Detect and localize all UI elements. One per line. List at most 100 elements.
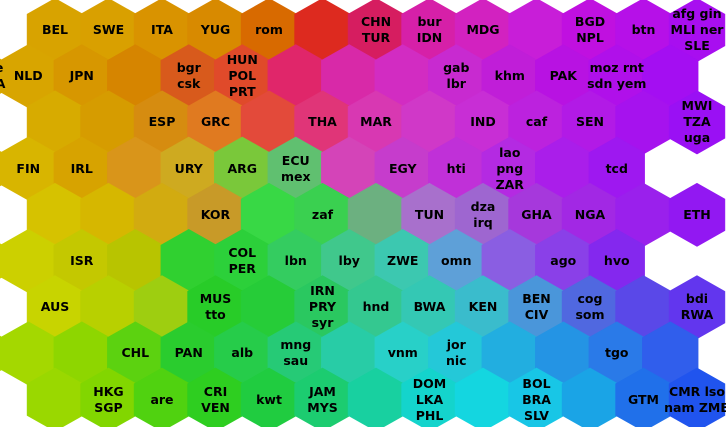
hex-label-line: HUN [226, 52, 258, 68]
hex-label: BEL [42, 22, 68, 38]
hex-label: CHN TUR [361, 14, 391, 46]
hex-label-line: ZWE [387, 253, 419, 268]
hex-cell [668, 182, 726, 247]
hex-label-line: mng [280, 337, 312, 353]
hex-label: are [150, 392, 173, 408]
hex-label: CHL [121, 345, 149, 361]
hex-label-line: URY [174, 160, 203, 176]
hex-label: JPN [70, 68, 94, 84]
hex-label-line: lao [499, 144, 521, 160]
hex-label: KOR [201, 207, 230, 223]
hex-label-line: MYS [307, 399, 338, 415]
hex-label: NLD [14, 68, 43, 84]
hex-label-line: ITA [151, 22, 173, 37]
hex-label-line: mex [280, 168, 311, 184]
hex-label-line: irq [473, 214, 493, 230]
hex-label: ETH [683, 207, 711, 223]
hex-label-line: EGY [388, 160, 417, 176]
hex-label: AUT cheDEU FRA [0, 60, 5, 92]
hex-label-line: MUS [199, 291, 232, 307]
hex-label-line: cog [577, 291, 603, 307]
hex-label-line: MDG [466, 22, 500, 37]
hex-label-line: ETH [683, 206, 711, 222]
hex-label-line: ISR [70, 253, 94, 268]
hex-label: TUN [415, 207, 444, 223]
hex-label-line: lby [338, 253, 360, 268]
hex-label: tcd [606, 161, 628, 177]
hex-label: YUG [201, 22, 230, 38]
hex-label-line: TUR [361, 30, 391, 45]
hex-label-line: jor [446, 337, 466, 353]
hex-label-line: dza [470, 198, 496, 214]
hex-label-line: KEN [468, 299, 498, 315]
hex-label: DOM LKA PHL [413, 376, 446, 424]
hex-label: bgr csk [177, 60, 201, 92]
hex-label-line: khm [494, 68, 525, 84]
hex-label-line: bgr [176, 60, 201, 76]
hex-label: BEN CIV [522, 291, 551, 323]
hex-label-line: BOL [522, 375, 551, 391]
hex-label: gab lbr [443, 60, 469, 92]
hex-label-line: SEN [575, 114, 605, 130]
hex-label: MUS tto [200, 291, 232, 323]
hex-label-line: AUS [40, 299, 70, 315]
hex-label: MAR [360, 114, 392, 130]
hex-label-line: PAN [174, 345, 203, 361]
hex-label: SWE [93, 22, 124, 38]
hex-label: bur IDN [417, 14, 443, 46]
hex-label: HUN POL PRT [227, 52, 258, 100]
hex-label-line: RWA [680, 307, 714, 323]
hex-label-line: syr [311, 315, 334, 331]
hex-label-line: CHN [360, 14, 392, 29]
hex-label: GRC [201, 114, 230, 130]
hex-label-line: MWI [681, 98, 713, 114]
hex-label-line: JAM [309, 383, 336, 399]
hex-label-line: bdi [685, 291, 709, 307]
hex-label-line: POL [228, 68, 257, 84]
hex-label-line: CMR lso [669, 383, 725, 399]
hex-label-line: LKA [415, 391, 444, 407]
hex-label-line: NPL [576, 30, 604, 45]
hex-label-line: CRI [203, 383, 228, 399]
hex-label: ISR [70, 253, 93, 269]
hex-label-line: BEN [522, 291, 551, 307]
hex-label: tgo [605, 345, 629, 361]
hex-label: AUS [41, 299, 69, 315]
hex-label-line: uga [683, 130, 711, 146]
hex-label: ARG [227, 161, 257, 177]
hex-label-line: ago [550, 253, 577, 268]
hex-label: ECU mex [281, 153, 311, 185]
hex-label: PAK [550, 68, 577, 84]
hex-label: BOL BRA SLV [522, 376, 551, 424]
hex-label-line: ESP [148, 114, 176, 130]
hex-label: bdi RWA [681, 291, 714, 323]
hex-label: JAM MYS [307, 384, 338, 416]
hex-label: KEN [469, 299, 498, 315]
hex-label: rom [255, 22, 283, 38]
hex-label-line: IRL [70, 160, 93, 176]
hex-label: NGA [575, 207, 605, 223]
hex-label: PAN [175, 345, 203, 361]
hex-label: afg gin MLI ner SLE [671, 6, 724, 54]
hex-label: FIN [16, 161, 40, 177]
hex-label-line: COL [228, 245, 257, 260]
hex-label-line: SGP [94, 399, 123, 415]
hex-label-line: PHL [415, 407, 444, 423]
hex-label: SEN [576, 114, 604, 130]
hex-label-line: sau [283, 353, 309, 369]
hex-label: moz rnt sdn yem [587, 60, 646, 92]
hex-label: btn [632, 22, 656, 38]
hex-label-line: KOR [200, 206, 231, 222]
hex-label-line: FIN [16, 160, 41, 176]
hex-label-line: png [496, 160, 524, 176]
hex-label-line: vnm [387, 345, 418, 361]
hex-label: GHA [521, 207, 551, 223]
hex-label: vnm [388, 345, 418, 361]
hex-label-line: CHL [121, 345, 150, 361]
hex-label-line: sdn yem [587, 76, 647, 92]
hex-label: cog som [575, 291, 604, 323]
hex-label-line: AUT che [0, 60, 5, 76]
hex-label: zaf [312, 207, 333, 223]
hex-label-line: BWA [413, 299, 446, 315]
